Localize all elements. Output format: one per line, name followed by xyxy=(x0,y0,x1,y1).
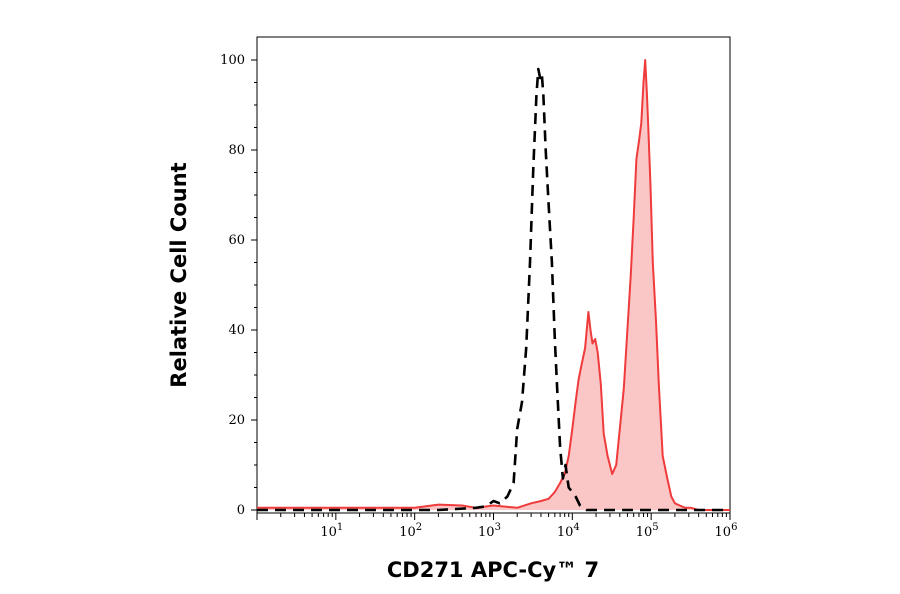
y-axis-title: Relative Cell Count xyxy=(167,162,191,387)
y-tick-label: 40 xyxy=(228,323,245,338)
x-tick-label: 104 xyxy=(557,522,580,540)
y-tick-label: 100 xyxy=(220,53,245,68)
x-tick-label: 102 xyxy=(399,522,422,540)
series-area-fill xyxy=(257,60,730,510)
x-tick-label: 103 xyxy=(478,522,501,540)
dashed-control-line xyxy=(257,67,730,512)
x-tick-label: 101 xyxy=(320,522,343,540)
series-layer xyxy=(257,59,730,512)
y-tick-label: 0 xyxy=(237,503,245,518)
x-axis-title: CD271 APC-Cy™ 7 xyxy=(387,558,599,582)
y-tick-label: 20 xyxy=(228,413,245,428)
y-tick-label: 60 xyxy=(228,233,245,248)
x-tick-label: 106 xyxy=(715,522,738,540)
stained-sample-line xyxy=(257,59,730,511)
ticks-layer: 0 20 40 60 80 100 101 102 103 104 105 106 xyxy=(220,53,737,540)
x-tick-label: 105 xyxy=(636,522,659,540)
y-tick-label: 80 xyxy=(228,143,245,158)
